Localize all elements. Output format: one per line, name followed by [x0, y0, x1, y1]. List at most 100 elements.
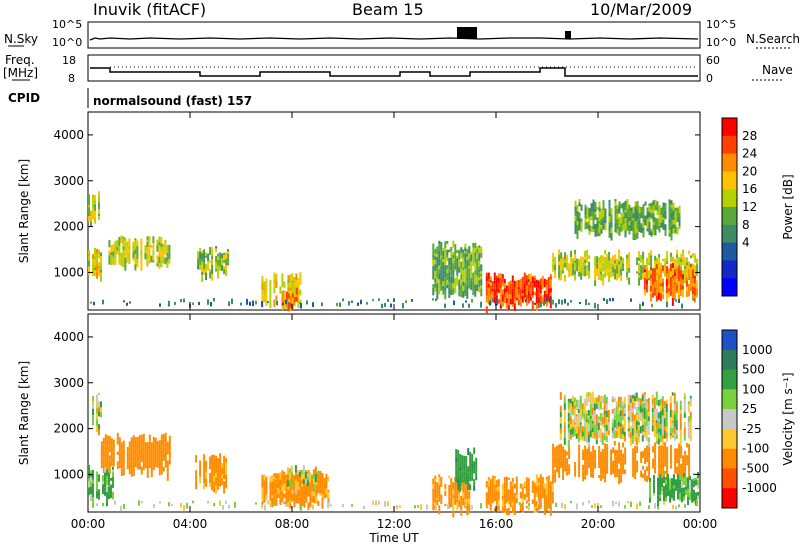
data-cell: [653, 475, 655, 480]
data-cell: [584, 204, 587, 208]
data-cell: [442, 274, 445, 281]
data-cell: [549, 273, 552, 277]
data-cell: [156, 255, 159, 259]
data-cell: [106, 451, 109, 460]
data-cell: [201, 253, 204, 260]
data-cell: [108, 476, 110, 483]
data-cell: [677, 287, 680, 295]
data-cell: [594, 266, 597, 270]
data-cell: [624, 205, 627, 211]
data-cell: [599, 438, 602, 443]
data-cell: [387, 298, 389, 302]
data-cell: [227, 256, 230, 263]
data-cell: [684, 463, 687, 466]
data-cell: [468, 489, 471, 492]
data-cell: [466, 260, 469, 267]
data-cell: [495, 275, 498, 278]
data-cell: [687, 284, 690, 290]
data-cell: [92, 479, 94, 484]
data-cell: [436, 270, 439, 278]
data-cell: [213, 458, 216, 462]
data-cell: [448, 249, 451, 253]
data-cell: [261, 290, 264, 296]
data-cell: [306, 480, 309, 487]
data-cell: [658, 211, 661, 218]
nave-label: Nave: [762, 63, 793, 77]
beam-title: Beam 15: [352, 0, 424, 19]
data-cell: [668, 232, 671, 237]
data-cell: [489, 279, 492, 283]
data-cell: [629, 416, 632, 422]
data-cell: [620, 218, 623, 224]
data-cell: [461, 476, 464, 480]
data-cell: [689, 480, 691, 487]
data-cell: [578, 271, 581, 277]
data-cell: [90, 487, 92, 495]
colorbar-segment: [722, 369, 737, 390]
data-cell: [209, 458, 212, 466]
data-cell: [645, 275, 648, 280]
data-cell: [654, 503, 656, 509]
data-cell: [663, 489, 665, 494]
data-cell: [513, 305, 516, 311]
data-cell: [660, 456, 663, 462]
data-cell: [219, 479, 222, 483]
data-cell: [594, 214, 597, 220]
data-cell: [436, 490, 439, 494]
data-cell: [293, 497, 296, 502]
data-cell: [578, 466, 581, 471]
data-cell: [615, 401, 618, 404]
data-cell: [678, 265, 681, 269]
data-cell: [294, 469, 297, 473]
data-cell: [659, 398, 662, 405]
data-cell: [586, 268, 589, 276]
data-cell: [682, 270, 685, 277]
data-cell: [450, 247, 453, 252]
data-cell: [661, 405, 664, 409]
data-cell: [643, 395, 646, 403]
data-cell: [90, 470, 92, 474]
data-cell: [295, 287, 298, 295]
data-cell: [594, 201, 597, 209]
data-cell: [636, 209, 639, 212]
data-cell: [118, 236, 121, 241]
data-cell: [164, 252, 167, 255]
data-cell: [604, 446, 607, 452]
data-cell: [670, 226, 673, 234]
data-cell: [414, 505, 416, 509]
data-cell: [454, 269, 457, 272]
data-cell: [285, 474, 288, 479]
data-cell: [640, 269, 643, 275]
data-cell: [643, 432, 646, 438]
data-cell: [642, 267, 645, 274]
data-cell: [480, 279, 483, 286]
data-cell: [168, 259, 171, 264]
data-cell: [605, 403, 608, 406]
data-cell: [671, 428, 674, 433]
data-cell: [219, 500, 221, 506]
data-cell: [665, 399, 668, 404]
data-cell: [110, 460, 113, 467]
data-cell: [646, 212, 649, 220]
data-cell: [527, 506, 530, 511]
data-cell: [297, 496, 300, 504]
data-cell: [273, 299, 276, 307]
data-cell: [289, 503, 292, 509]
data-cell: [620, 474, 623, 483]
data-cell: [681, 303, 683, 309]
data-cell: [432, 298, 434, 301]
data-cell: [507, 500, 509, 505]
data-cell: [655, 295, 658, 302]
data-cell: [160, 250, 163, 258]
data-cell: [559, 417, 562, 424]
data-cell: [579, 302, 581, 305]
data-cell: [485, 497, 488, 506]
data-cell: [695, 288, 698, 296]
data-cell: [199, 252, 202, 260]
data-cell: [462, 265, 465, 268]
data-cell: [460, 292, 463, 297]
data-cell: [693, 473, 695, 476]
data-cell: [469, 451, 472, 457]
data-cell: [466, 492, 469, 500]
data-cell: [489, 501, 492, 505]
